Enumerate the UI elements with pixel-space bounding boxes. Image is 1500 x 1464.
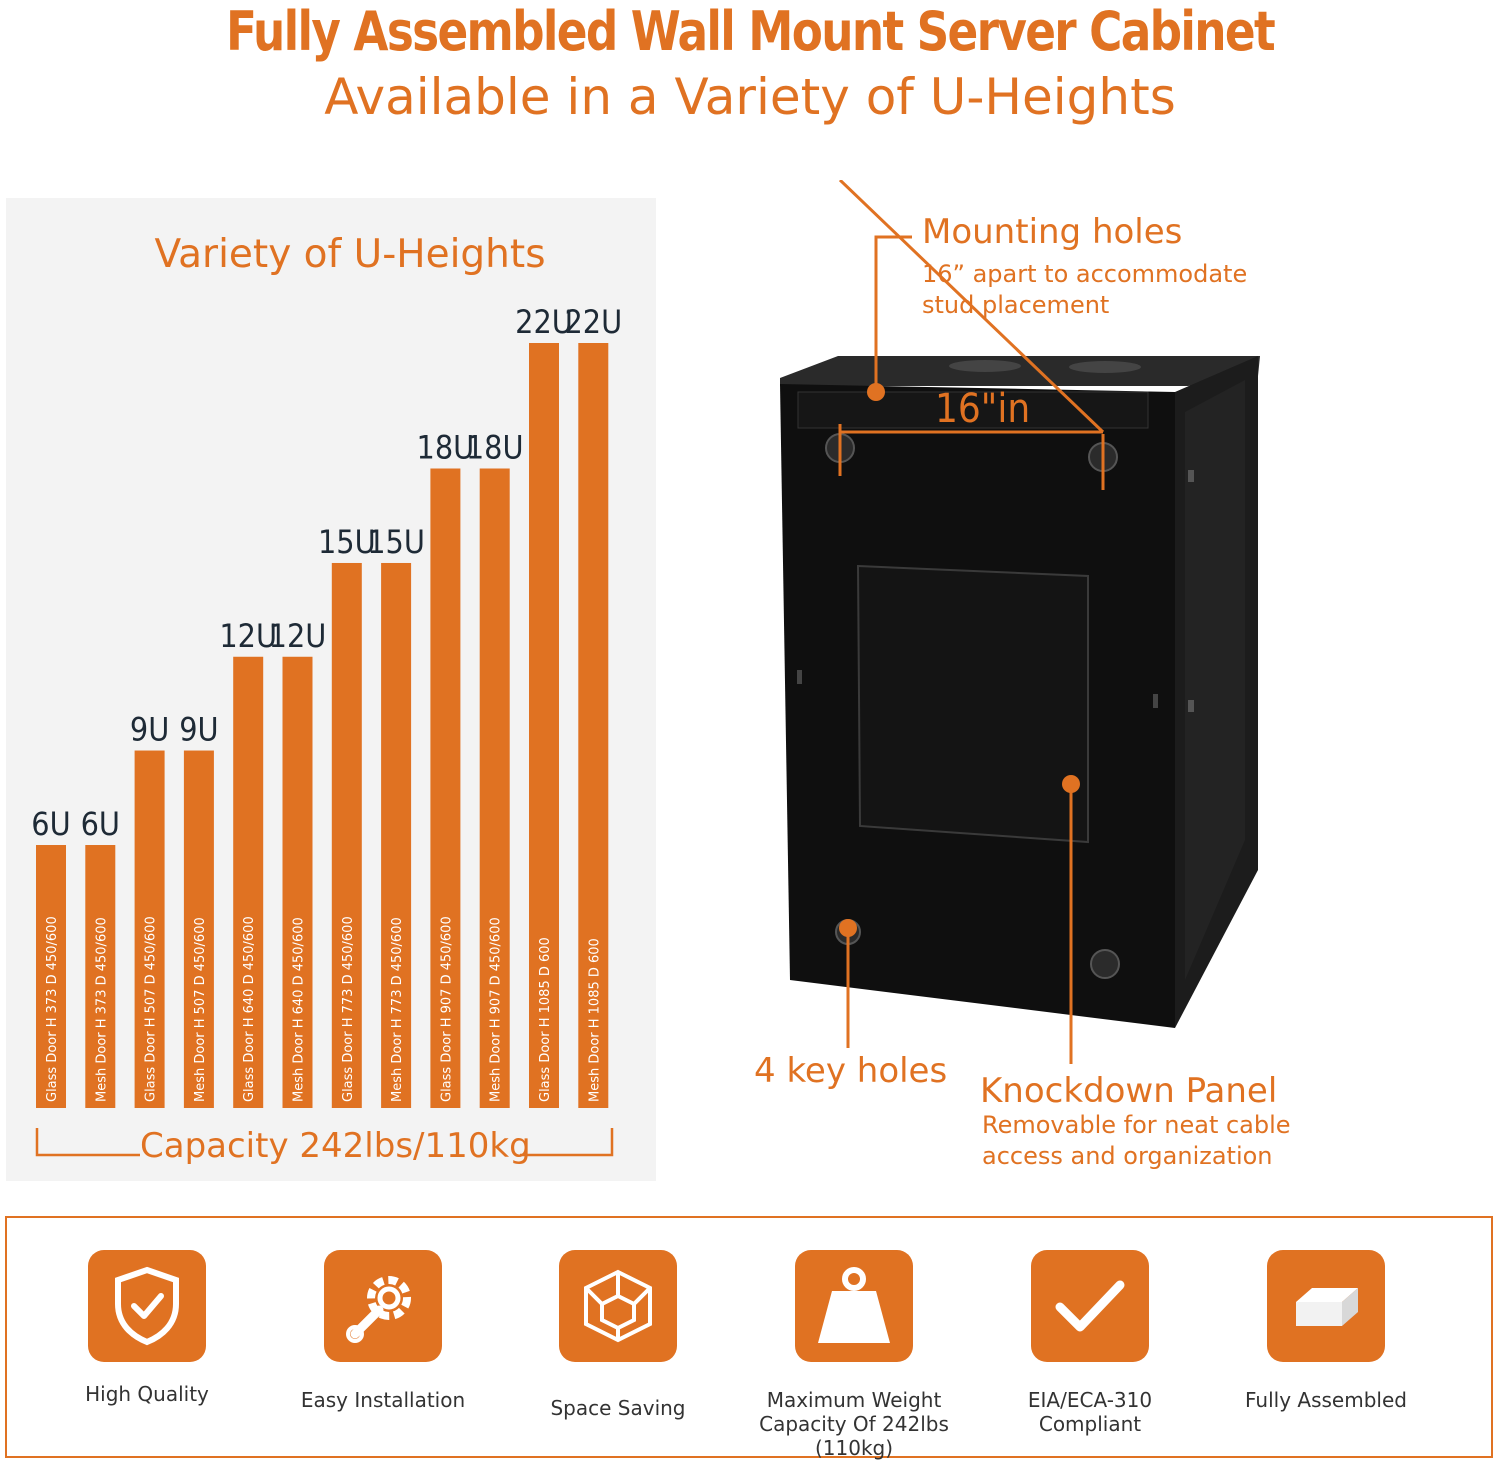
feature-fully-assembled: Fully Assembled	[1206, 1250, 1446, 1412]
mounting-holes-title: Mounting holes	[922, 212, 1183, 252]
knockdown-panel-desc-1: Removable for neat cable	[982, 1111, 1291, 1139]
mounting-holes-desc-2: stud placement	[922, 291, 1110, 319]
capacity-label: Capacity 242lbs/110kg	[140, 1126, 531, 1166]
cabinet-top	[780, 356, 1260, 386]
feature-high-quality: High Quality	[27, 1250, 267, 1406]
bar-9u-mesh	[183, 750, 214, 1108]
bar-u-label: 15U	[318, 523, 376, 561]
fan-vent-icon	[949, 360, 1021, 372]
mounting-holes-desc-1: 16” apart to accommodate	[922, 260, 1248, 288]
bar-6u-mesh	[85, 845, 116, 1108]
bar-15u-mesh	[381, 562, 412, 1108]
feature-eia-compliant: EIA/ECA-310 Compliant	[970, 1250, 1210, 1436]
bar-u-label: 9U	[179, 711, 218, 749]
u-heights-bar-chart: 6U Glass Door H 373 D 450/600 6U Mesh Door …	[31, 303, 622, 1157]
bar-u-label: 22U	[564, 303, 622, 341]
keyhole-icon	[1090, 949, 1120, 979]
bar-u-label: 12U	[219, 617, 277, 655]
checkmark-icon	[1055, 1280, 1125, 1332]
chart-title: Variety of U-Heights	[154, 232, 546, 277]
bar-22u-mesh	[578, 343, 609, 1108]
bar-spec-label: Glass Door H 373 D 450/600	[45, 916, 60, 1102]
bar-12u-mesh	[282, 656, 313, 1108]
bar-u-label: 6U	[81, 805, 120, 843]
feature-label: High Quality	[85, 1382, 209, 1406]
key-holes-label: 4 key holes	[754, 1051, 948, 1091]
bar-spec-label: Glass Door H 1085 D 600	[538, 937, 553, 1102]
feature-space-saving: Space Saving	[498, 1250, 738, 1420]
bar-15u-glass	[331, 562, 362, 1108]
bar-spec-label: Mesh Door H 507 D 450/600	[193, 917, 208, 1102]
bar-u-label: 15U	[367, 523, 425, 561]
knockdown-panel-title: Knockdown Panel	[980, 1071, 1278, 1111]
bar-6u-glass	[36, 845, 66, 1108]
features-box	[5, 1216, 1493, 1458]
bar-spec-label: Glass Door H 507 D 450/600	[144, 916, 159, 1102]
bar-u-label: 18U	[466, 429, 524, 467]
bar-18u-glass	[430, 468, 461, 1108]
callout-dot	[867, 383, 885, 401]
weight-icon	[818, 1267, 890, 1343]
feature-label: EIA/ECA-310 Compliant	[1027, 1388, 1153, 1436]
cabinet-illustration	[780, 180, 1260, 1064]
knockdown-panel-desc-2: access and organization	[982, 1142, 1273, 1170]
bar-12u-glass	[233, 656, 264, 1108]
bar-u-label: 6U	[31, 805, 70, 843]
bar-spec-label: Glass Door H 640 D 450/600	[242, 916, 257, 1102]
feature-max-weight: Maximum Weight Capacity Of 242lbs (110kg…	[734, 1250, 974, 1460]
bar-18u-mesh	[479, 468, 510, 1108]
cube-icon	[584, 1269, 652, 1343]
bar-u-label: 22U	[515, 303, 573, 341]
bar-spec-label: Mesh Door H 1085 D 600	[587, 938, 602, 1102]
page-subtitle: Available in a Variety of U-Heights	[324, 68, 1176, 126]
bar-u-label: 18U	[417, 429, 475, 467]
bar-u-label: 12U	[269, 617, 327, 655]
feature-label: Easy Installation	[300, 1388, 466, 1412]
bar-spec-label: Mesh Door H 373 D 450/600	[94, 917, 109, 1102]
bar-spec-label: Glass Door H 907 D 450/600	[439, 916, 454, 1102]
bar-9u-glass	[134, 750, 165, 1108]
bar-spec-label: Mesh Door H 773 D 450/600	[390, 917, 405, 1102]
bar-spec-label: Glass Door H 773 D 450/600	[341, 916, 356, 1102]
distance-label: 16"in	[935, 386, 1031, 432]
bar-u-label: 9U	[130, 711, 169, 749]
feature-label: Maximum Weight Capacity Of 242lbs (110kg…	[759, 1388, 949, 1460]
page-title: Fully Assembled Wall Mount Server Cabine…	[225, 0, 1276, 63]
shield-check-icon	[115, 1266, 179, 1346]
bar-spec-label: Mesh Door H 640 D 450/600	[292, 917, 307, 1102]
knockdown-panel	[856, 564, 1089, 844]
mounting-rail	[797, 391, 1149, 429]
feature-label: Space Saving	[550, 1396, 686, 1420]
gear-wrench-icon	[346, 1276, 411, 1343]
feature-easy-installation: Easy Installation	[263, 1250, 503, 1412]
fan-vent-icon	[1069, 361, 1141, 373]
bar-22u-glass	[529, 343, 559, 1108]
box-icon	[1296, 1288, 1358, 1326]
bar-spec-label: Mesh Door H 907 D 450/600	[489, 917, 504, 1102]
feature-label: Fully Assembled	[1245, 1388, 1407, 1412]
